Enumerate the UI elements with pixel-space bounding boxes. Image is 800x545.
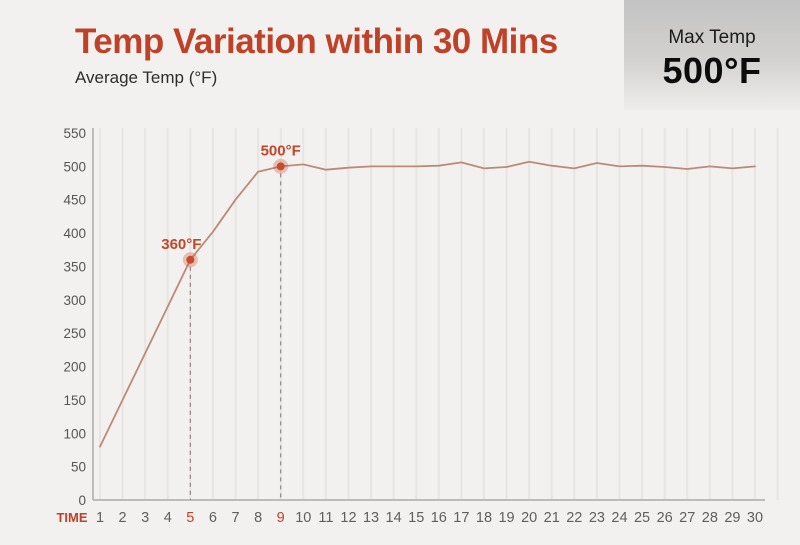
- x-tick-label: 17: [453, 510, 469, 526]
- x-tick-label: 26: [657, 510, 673, 526]
- y-tick-label: 50: [71, 460, 86, 475]
- chart-y-tick-labels: 0 50 100 150 200 250 300 350 400 450 500 550: [63, 126, 86, 508]
- page-title: Temp Variation within 30 Mins: [75, 22, 558, 61]
- x-tick-label: 27: [679, 510, 695, 526]
- y-tick-label: 550: [63, 126, 86, 141]
- chart-header: Temp Variation within 30 Mins Average Te…: [75, 22, 558, 88]
- chart-annotations: 360°F 500°F: [161, 142, 301, 500]
- series-line: [99, 160, 756, 448]
- chart-gridlines: [99, 128, 779, 500]
- x-tick-label: 13: [363, 510, 379, 526]
- x-tick-label: 18: [476, 510, 492, 526]
- max-temp-card: Max Temp 500°F: [624, 0, 800, 110]
- y-tick-label: 500: [63, 159, 86, 174]
- x-tick-label: 8: [254, 510, 262, 526]
- x-tick-label: 24: [611, 510, 627, 526]
- annotation-dot: [186, 255, 195, 264]
- y-tick-label: 0: [78, 493, 86, 508]
- chart-axes: [92, 128, 765, 501]
- y-tick-label: 200: [63, 360, 86, 375]
- x-axis-label: TIME: [56, 510, 87, 525]
- x-tick-label: 15: [408, 510, 424, 526]
- x-tick-label: 29: [724, 510, 740, 526]
- x-tick-label: 11: [318, 510, 333, 526]
- x-tick-label: 2: [119, 510, 127, 526]
- y-tick-label: 400: [63, 226, 86, 241]
- x-tick-label: 30: [747, 510, 763, 526]
- x-tick-label: 28: [702, 510, 718, 526]
- x-tick-label: 3: [141, 510, 149, 526]
- y-axis-title: Average Temp (°F): [75, 68, 218, 88]
- x-tick-label: 16: [431, 510, 447, 526]
- x-tick-label: 25: [634, 510, 650, 526]
- x-tick-label: 22: [566, 510, 582, 526]
- x-tick-label: 21: [544, 510, 560, 526]
- y-tick-label: 250: [63, 326, 86, 341]
- x-tick-label: 14: [386, 510, 402, 526]
- y-tick-label: 450: [63, 193, 86, 208]
- chart-x-tick-labels: TIME 1 2 3 4 5 6 7 8 9 10 11 12 13 14 15 16 17 18 19 20 21 22 2…: [56, 510, 763, 526]
- x-tick-label: 1: [96, 510, 104, 526]
- y-tick-label: 100: [63, 426, 86, 441]
- annotation-label: 500°F: [261, 142, 301, 159]
- annotation-dot: [276, 162, 285, 171]
- x-tick-label: 23: [589, 510, 605, 526]
- x-tick-label: 4: [164, 510, 172, 526]
- temp-series-line: [99, 160, 756, 448]
- x-tick-label: 5: [186, 510, 194, 526]
- x-tick-label: 7: [231, 510, 239, 526]
- max-temp-label: Max Temp: [668, 26, 756, 48]
- x-tick-label: 20: [521, 510, 537, 526]
- y-tick-label: 300: [63, 293, 86, 308]
- x-tick-label: 12: [340, 510, 356, 526]
- y-tick-label: 350: [63, 259, 86, 274]
- x-tick-label: 9: [277, 510, 285, 526]
- x-tick-label: 19: [498, 510, 514, 526]
- x-tick-label: 6: [209, 510, 217, 526]
- y-tick-label: 150: [63, 393, 86, 408]
- annotation-label: 360°F: [161, 236, 201, 253]
- max-temp-value: 500°F: [662, 49, 762, 91]
- x-tick-label: 10: [295, 510, 311, 526]
